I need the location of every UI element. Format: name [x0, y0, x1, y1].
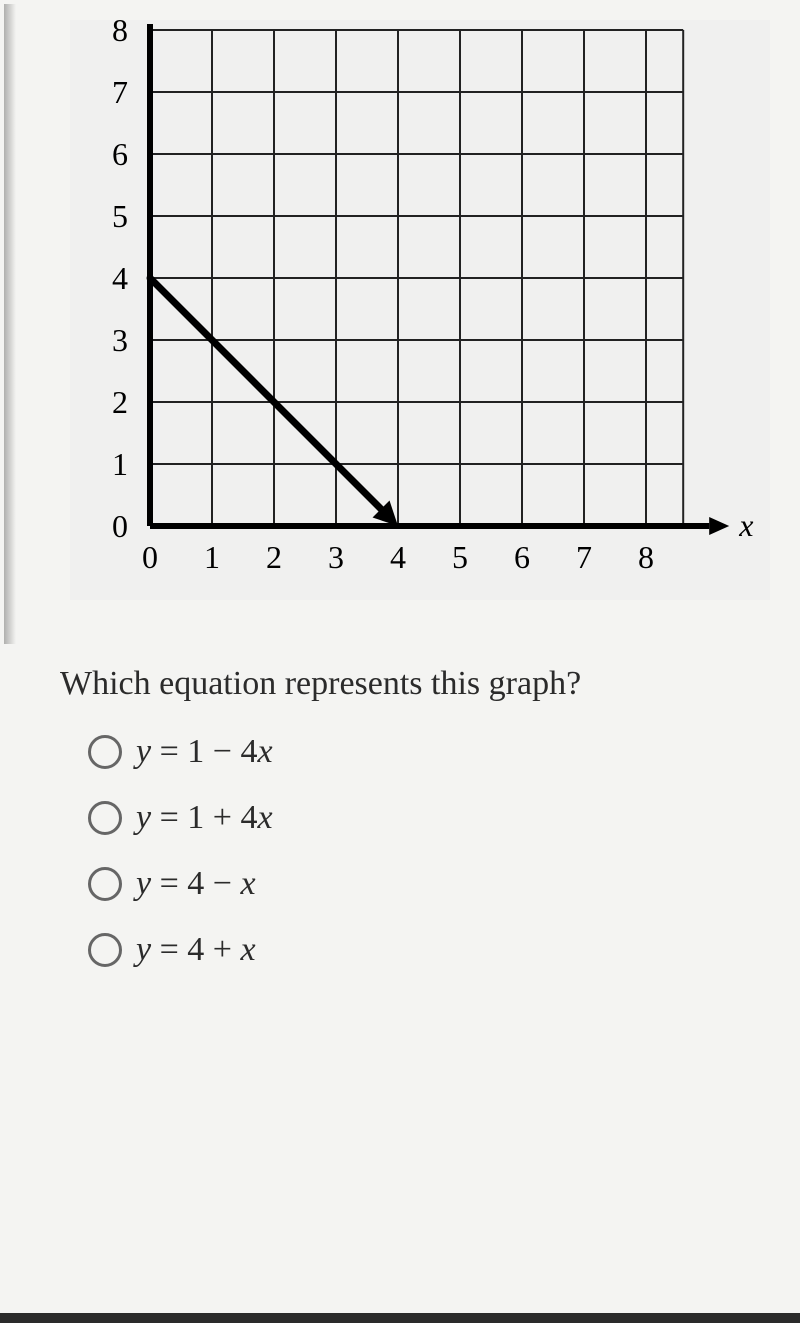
radio-icon[interactable] [88, 801, 122, 835]
option-label: y = 1 + 4x [136, 799, 273, 837]
svg-text:0: 0 [112, 508, 128, 544]
page: 0 1 2 3 4 5 6 7 8 0 1 2 3 4 5 6 7 8 x Which equation repre… [0, 0, 800, 1323]
options-list: y = 1 − 4x y = 1 + 4x y = 4 − x y = 4 + x [60, 733, 770, 969]
option-label: y = 1 − 4x [136, 733, 273, 771]
svg-text:6: 6 [514, 539, 530, 575]
option-opt-a[interactable]: y = 1 − 4x [88, 733, 770, 771]
svg-text:6: 6 [112, 136, 128, 172]
svg-text:5: 5 [452, 539, 468, 575]
radio-icon[interactable] [88, 933, 122, 967]
svg-text:8: 8 [112, 20, 128, 48]
svg-text:8: 8 [638, 539, 654, 575]
option-label: y = 4 + x [136, 931, 256, 969]
bottom-bezel [0, 1313, 800, 1323]
svg-text:4: 4 [390, 539, 406, 575]
svg-text:4: 4 [112, 260, 128, 296]
question-prompt: Which equation represents this graph? [60, 665, 770, 703]
svg-text:3: 3 [328, 539, 344, 575]
photo-edge-shadow [4, 4, 16, 644]
svg-text:0: 0 [142, 539, 158, 575]
svg-text:2: 2 [112, 384, 128, 420]
svg-text:7: 7 [576, 539, 592, 575]
radio-icon[interactable] [88, 867, 122, 901]
svg-text:3: 3 [112, 322, 128, 358]
option-opt-d[interactable]: y = 4 + x [88, 931, 770, 969]
question-block: Which equation represents this graph? y … [30, 665, 770, 969]
svg-text:1: 1 [204, 539, 220, 575]
graph-container: 0 1 2 3 4 5 6 7 8 0 1 2 3 4 5 6 7 8 x [70, 20, 770, 605]
option-opt-b[interactable]: y = 1 + 4x [88, 799, 770, 837]
svg-text:1: 1 [112, 446, 128, 482]
svg-text:2: 2 [266, 539, 282, 575]
svg-text:7: 7 [112, 74, 128, 110]
option-label: y = 4 − x [136, 865, 256, 903]
option-opt-c[interactable]: y = 4 − x [88, 865, 770, 903]
svg-text:x: x [738, 507, 753, 543]
radio-icon[interactable] [88, 735, 122, 769]
svg-text:5: 5 [112, 198, 128, 234]
line-graph: 0 1 2 3 4 5 6 7 8 0 1 2 3 4 5 6 7 8 x [70, 20, 770, 600]
